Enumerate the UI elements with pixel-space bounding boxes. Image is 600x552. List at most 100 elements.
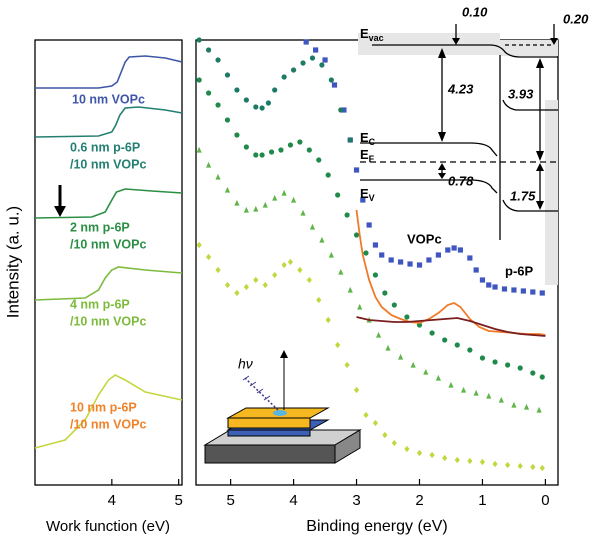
level-symbol: E [360, 26, 369, 41]
marker [306, 276, 312, 284]
marker [467, 347, 473, 353]
marker [451, 245, 457, 251]
marker [523, 403, 530, 410]
marker [268, 149, 275, 155]
marker [262, 281, 268, 289]
marker [416, 262, 423, 268]
marker [454, 342, 460, 348]
marker [297, 266, 303, 274]
level-sub: C [369, 137, 376, 147]
offset-value: 0.10 [462, 4, 488, 19]
arrow-head [54, 206, 66, 217]
marker [224, 72, 231, 78]
marker [300, 60, 306, 66]
marker [498, 396, 504, 403]
marker [297, 139, 303, 145]
marker [375, 331, 382, 338]
substrate-front [204, 444, 336, 464]
marker [281, 189, 287, 196]
marker [215, 102, 221, 108]
marker [517, 462, 523, 470]
marker [224, 281, 231, 289]
marker [196, 77, 202, 83]
marker [215, 266, 221, 274]
series-label: /10 nm VOPc [70, 157, 146, 171]
series-line [34, 374, 183, 449]
shade [545, 100, 558, 285]
marker [300, 209, 306, 216]
right-panel: 5 4 3 2 1 0 [196, 37, 550, 509]
marker [353, 386, 360, 394]
series-line [34, 106, 183, 138]
marker [243, 97, 249, 103]
marker [347, 286, 353, 293]
marker [423, 368, 429, 375]
marker [404, 445, 410, 453]
marker [353, 167, 360, 173]
series-label: /10 nm VOPc [70, 417, 146, 431]
marker [272, 87, 278, 93]
marker [344, 212, 350, 218]
material-label: VOPc [407, 231, 442, 246]
marker [530, 289, 536, 295]
marker [272, 194, 278, 201]
marker [259, 152, 265, 158]
marker [224, 117, 231, 123]
x-tick-label: 1 [478, 492, 486, 509]
energy-value: 4.23 [447, 81, 474, 96]
marker [306, 147, 312, 153]
marker [224, 186, 231, 193]
level-label: Evac [360, 26, 384, 43]
marker [454, 456, 460, 464]
marker [215, 57, 221, 63]
series-label: /10 nm VOPc [70, 314, 146, 328]
marker [309, 223, 316, 230]
series-label: 4 nm p-6P [70, 297, 130, 311]
marker [265, 100, 271, 106]
marker [511, 401, 517, 408]
marker [215, 173, 221, 180]
marker [442, 337, 448, 343]
level-label: EV [360, 186, 375, 203]
level-label: EC [360, 130, 376, 147]
marker [486, 282, 492, 288]
marker [243, 144, 249, 150]
marker [539, 464, 545, 472]
marker [290, 67, 297, 73]
device-inset: hν [203, 350, 362, 464]
marker [479, 458, 486, 466]
marker [335, 192, 341, 198]
marker [347, 137, 353, 143]
marker [460, 386, 467, 393]
marker [492, 284, 498, 290]
marker [205, 90, 212, 96]
level-sub: V [369, 193, 375, 203]
series-label: /10 nm VOPc [70, 237, 146, 251]
level-symbol: E [360, 147, 369, 162]
marker [243, 206, 249, 213]
marker [388, 257, 394, 263]
layer-gold-front [227, 417, 311, 429]
marker [325, 316, 331, 324]
x-tick-label: 0 [541, 492, 549, 509]
marker [196, 37, 202, 43]
lumo-vopc [360, 142, 498, 157]
marker [262, 201, 268, 208]
marker [372, 419, 379, 427]
photon-beam [244, 377, 279, 411]
x-axis-label: Work function (eV) [46, 518, 170, 535]
marker [391, 439, 397, 447]
marker [196, 241, 202, 249]
photon-label: hν [238, 356, 253, 372]
marker [287, 258, 294, 266]
x-axis-label: Binding energy (eV) [306, 518, 447, 535]
marker [316, 157, 322, 163]
marker [205, 47, 212, 53]
marker [331, 82, 338, 88]
marker [448, 381, 454, 388]
series-label: 0.6 nm p-6P [70, 140, 140, 154]
series-label: 2 nm p-6P [70, 220, 130, 234]
layer-blue-front [227, 429, 311, 437]
marker [398, 259, 404, 265]
marker [281, 261, 287, 269]
